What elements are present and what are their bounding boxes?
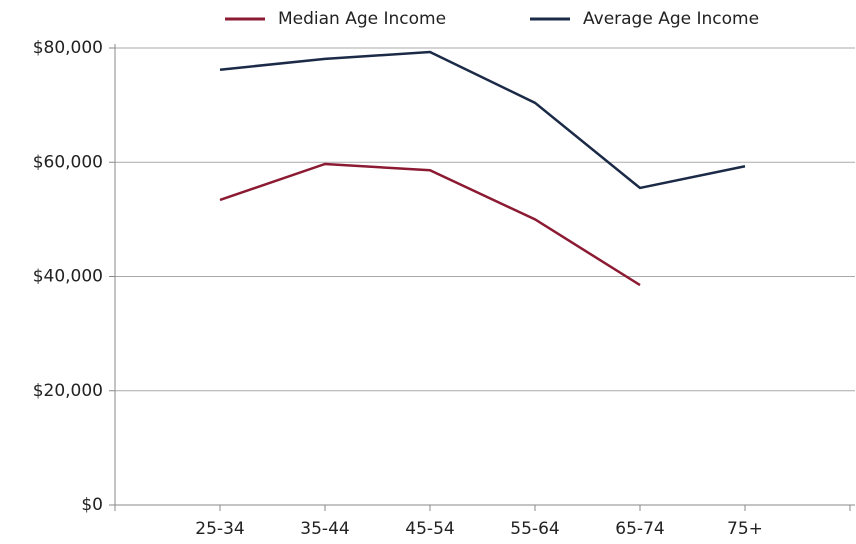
x-tick-label: 65-74 [615, 519, 664, 539]
y-tick-label: $40,000 [33, 267, 103, 287]
y-tick-label: $60,000 [33, 152, 103, 172]
x-tick-label: 45-54 [405, 519, 454, 539]
x-tick-label: 25-34 [195, 519, 244, 539]
y-tick-label: $80,000 [33, 38, 103, 58]
legend-label: Average Age Income [583, 9, 759, 29]
x-tick-label: 75+ [727, 519, 763, 539]
x-tick-label: 35-44 [300, 519, 349, 539]
legend-label: Median Age Income [278, 9, 446, 29]
y-tick-label: $20,000 [33, 381, 103, 401]
y-tick-label: $0 [81, 495, 103, 515]
x-tick-label: 55-64 [510, 519, 559, 539]
series-line [219, 50, 746, 190]
series-line [219, 162, 641, 287]
